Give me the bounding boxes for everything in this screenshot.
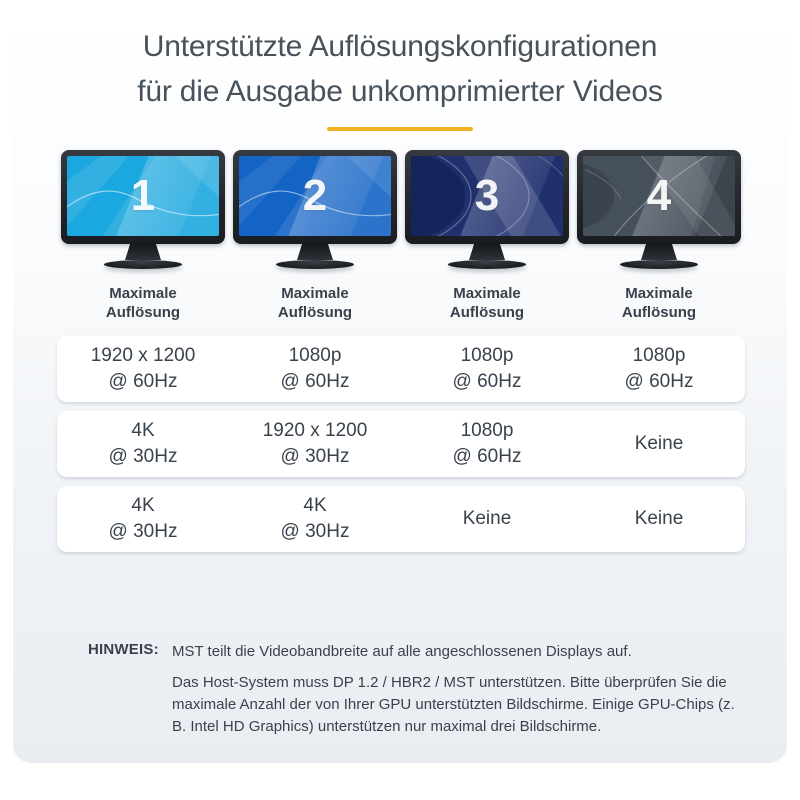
page-title: Unterstützte Auflösungskonfigurationen f… bbox=[0, 24, 800, 114]
monitor-4-screen-art bbox=[583, 156, 735, 236]
cell-value: 4K bbox=[131, 420, 155, 441]
cell-value: @ 30Hz bbox=[108, 521, 178, 542]
monitor-2-screen-art bbox=[239, 156, 391, 236]
monitor-3-stand-base bbox=[448, 260, 526, 269]
monitor-1-stand-base bbox=[104, 260, 182, 269]
monitor-2-bezel: 2 bbox=[233, 150, 397, 244]
monitor-2: 2 bbox=[233, 150, 397, 269]
cell-value: @ 60Hz bbox=[452, 371, 522, 392]
title-accent-underline bbox=[327, 127, 473, 131]
cell-value: @ 60Hz bbox=[452, 446, 522, 467]
monitor-2-number: 2 bbox=[302, 171, 328, 220]
monitor-column-4: 4 bbox=[573, 150, 745, 269]
cell-value: 1080p bbox=[460, 345, 514, 366]
cell-value: 4K bbox=[131, 495, 155, 516]
column-header-3: Maximale Auflösung bbox=[401, 284, 573, 322]
column-header-4: Maximale Auflösung bbox=[573, 284, 745, 322]
column-header-1-line1: Maximale bbox=[109, 285, 177, 302]
table-cell: Keine bbox=[573, 411, 745, 477]
column-header-3-line1: Maximale bbox=[453, 285, 521, 302]
cell-value: 1920 x 1200 bbox=[262, 420, 368, 441]
table-cell: 1080p @ 60Hz bbox=[229, 336, 401, 402]
table-row: 4K @ 30Hz 1920 x 1200 @ 30Hz 1080p @ 60H… bbox=[57, 411, 745, 477]
table-cell: 1920 x 1200 @ 60Hz bbox=[57, 336, 229, 402]
column-header-4-line1: Maximale bbox=[625, 285, 693, 302]
cell-value: 1920 x 1200 bbox=[90, 345, 196, 366]
monitor-4-bezel: 4 bbox=[577, 150, 741, 244]
table-row: 1920 x 1200 @ 60Hz 1080p @ 60Hz 1080p @ … bbox=[57, 336, 745, 402]
table-cell: 4K @ 30Hz bbox=[229, 486, 401, 552]
monitor-1-bezel: 1 bbox=[61, 150, 225, 244]
monitor-3-number: 3 bbox=[474, 171, 500, 220]
footnote-label: HINWEIS: bbox=[88, 641, 159, 658]
cell-value: 1080p bbox=[632, 345, 686, 366]
footnote: HINWEIS: MST teilt die Videobandbreite a… bbox=[88, 641, 748, 738]
monitor-2-stand-neck bbox=[297, 244, 333, 260]
table-cell: 1920 x 1200 @ 30Hz bbox=[229, 411, 401, 477]
monitor-4: 4 bbox=[577, 150, 741, 269]
monitor-3-bezel: 3 bbox=[405, 150, 569, 244]
page-title-line2: für die Ausgabe unkomprimierter Videos bbox=[137, 75, 663, 108]
monitor-1: 1 bbox=[61, 150, 225, 269]
monitor-column-2: 2 bbox=[229, 150, 401, 269]
monitor-3-stand-neck bbox=[469, 244, 505, 260]
footnote-body: MST teilt die Videobandbreite auf alle a… bbox=[172, 641, 744, 738]
cell-value: @ 30Hz bbox=[108, 446, 178, 467]
column-header-4-line2: Auflösung bbox=[621, 304, 697, 321]
table-cell: 4K @ 30Hz bbox=[57, 486, 229, 552]
resolution-table: 1920 x 1200 @ 60Hz 1080p @ 60Hz 1080p @ … bbox=[57, 336, 745, 561]
monitor-3-screen-art bbox=[411, 156, 563, 236]
monitor-3: 3 bbox=[405, 150, 569, 269]
cell-value: Keine bbox=[462, 508, 512, 529]
monitor-3-screen: 3 bbox=[411, 156, 563, 236]
cell-value: 1080p bbox=[460, 420, 514, 441]
cell-value: @ 30Hz bbox=[280, 521, 350, 542]
monitor-4-stand-neck bbox=[641, 244, 677, 260]
column-headers: Maximale Auflösung Maximale Auflösung Ma… bbox=[57, 284, 745, 322]
cell-value: @ 30Hz bbox=[280, 446, 350, 467]
monitor-1-stand-neck bbox=[125, 244, 161, 260]
column-header-1-line2: Auflösung bbox=[105, 304, 181, 321]
footnote-line1: MST teilt die Videobandbreite auf alle a… bbox=[172, 643, 632, 660]
column-header-3-line2: Auflösung bbox=[449, 304, 525, 321]
monitor-1-screen: 1 bbox=[67, 156, 219, 236]
monitor-1-number: 1 bbox=[130, 171, 156, 220]
table-cell: 1080p @ 60Hz bbox=[401, 336, 573, 402]
cell-value: @ 60Hz bbox=[108, 371, 178, 392]
cell-value: 4K bbox=[303, 495, 327, 516]
column-header-2-line1: Maximale bbox=[281, 285, 349, 302]
column-header-2-line2: Auflösung bbox=[277, 304, 353, 321]
cell-value: @ 60Hz bbox=[624, 371, 694, 392]
table-row: 4K @ 30Hz 4K @ 30Hz Keine Keine bbox=[57, 486, 745, 552]
monitor-4-number: 4 bbox=[646, 171, 672, 220]
page-title-line1: Unterstützte Auflösungskonfigurationen bbox=[142, 30, 658, 63]
monitor-2-screen: 2 bbox=[239, 156, 391, 236]
table-cell: Keine bbox=[573, 486, 745, 552]
column-header-2: Maximale Auflösung bbox=[229, 284, 401, 322]
monitor-4-screen: 4 bbox=[583, 156, 735, 236]
cell-value: @ 60Hz bbox=[280, 371, 350, 392]
monitor-row: 1 2 bbox=[57, 150, 745, 269]
table-cell: 1080p @ 60Hz bbox=[573, 336, 745, 402]
monitor-2-stand-base bbox=[276, 260, 354, 269]
cell-value: 1080p bbox=[288, 345, 342, 366]
column-header-1: Maximale Auflösung bbox=[57, 284, 229, 322]
cell-value: Keine bbox=[634, 433, 684, 454]
monitor-column-1: 1 bbox=[57, 150, 229, 269]
table-cell: Keine bbox=[401, 486, 573, 552]
monitor-4-stand-base bbox=[620, 260, 698, 269]
table-cell: 4K @ 30Hz bbox=[57, 411, 229, 477]
table-cell: 1080p @ 60Hz bbox=[401, 411, 573, 477]
footnote-paragraph: Das Host-System muss DP 1.2 / HBR2 / MST… bbox=[172, 674, 735, 735]
monitor-column-3: 3 bbox=[401, 150, 573, 269]
cell-value: Keine bbox=[634, 508, 684, 529]
monitor-1-screen-art bbox=[67, 156, 219, 236]
